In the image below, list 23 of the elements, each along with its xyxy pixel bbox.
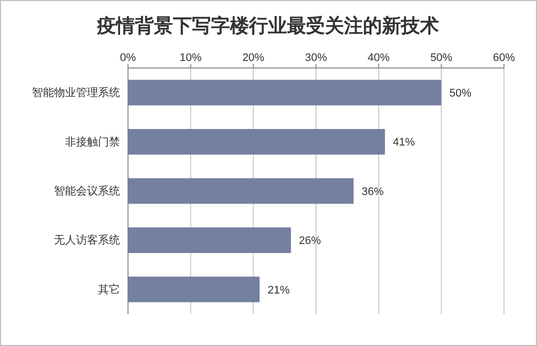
x-tick-label: 20% [242,52,265,64]
y-tick-label: 其它 [98,282,120,296]
bar [128,276,260,302]
y-tick-label: 智能会议系统 [54,184,120,198]
x-tick-label: 30% [304,52,328,64]
x-tick-label: 0% [120,52,136,64]
chart-title: 疫情背景下写字楼行业最受关注的新技术 [96,15,439,37]
y-tick-label: 无人访客系统 [54,234,120,247]
data-label: 26% [298,235,322,248]
x-tick-label: 60% [492,52,516,64]
bar [128,178,354,204]
data-label: 21% [268,284,290,296]
y-tick-label: 非接触门禁 [65,135,120,148]
y-tick-label: 智能物业管理系统 [32,86,120,100]
bar [128,227,291,253]
data-label: 36% [362,186,384,198]
bar [128,80,442,106]
bar [128,129,385,155]
data-label: 41% [392,136,416,149]
x-tick-label: 50% [430,52,453,64]
data-label: 50% [449,87,472,100]
x-tick-label: 40% [368,52,390,64]
x-tick-label: 10% [180,52,202,64]
